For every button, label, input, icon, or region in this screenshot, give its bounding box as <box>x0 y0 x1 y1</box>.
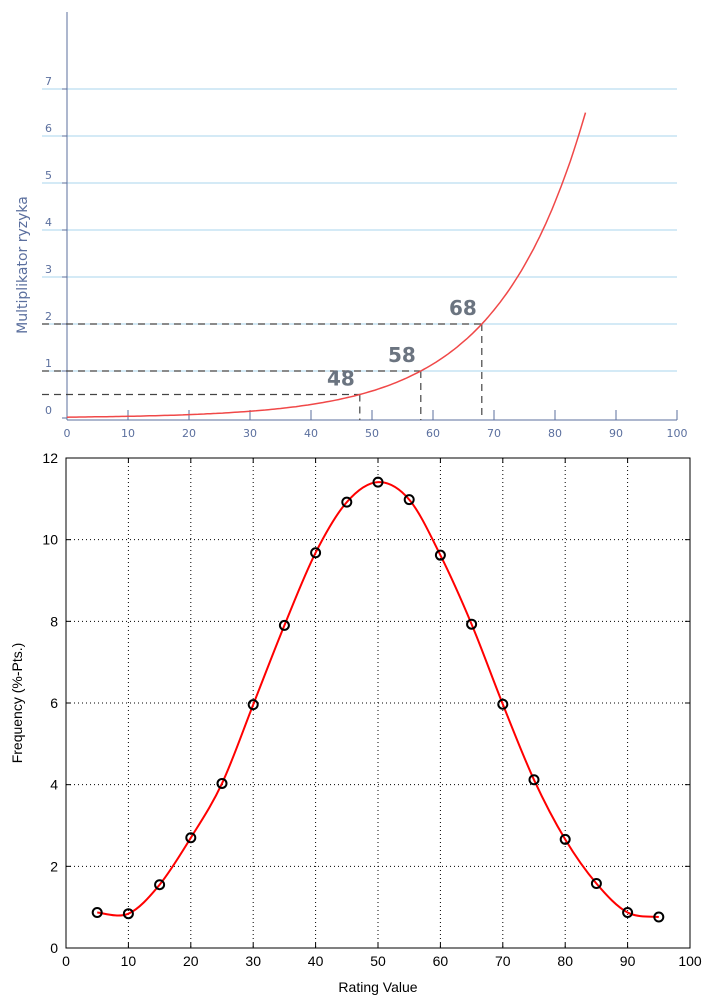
frequency-data-point <box>466 618 478 630</box>
top-x-tick-label: 80 <box>548 427 562 440</box>
bottom-y-tick-label: 2 <box>50 858 58 874</box>
top-x-tick-label: 40 <box>304 427 318 440</box>
top-y-tick-label: 2 <box>45 310 52 323</box>
frequency-data-point <box>528 774 540 786</box>
bottom-ticks: 0 10 20 30 40 50 60 70 80 90 100 0 2 4 6 8 10 12 <box>42 450 701 969</box>
top-x-tick-label: 0 <box>64 427 71 440</box>
bottom-x-tick-label: 100 <box>678 953 702 969</box>
top-x-tick-label: 60 <box>426 427 440 440</box>
frequency-data-point <box>310 547 322 559</box>
top-x-tick-label: 50 <box>365 427 379 440</box>
frequency-data-point <box>341 496 353 508</box>
top-y-tick-label: 3 <box>45 263 52 276</box>
top-annotations: 48 58 68 <box>327 296 477 391</box>
bottom-x-tick-label: 20 <box>183 953 199 969</box>
bottom-y-tick-label: 4 <box>50 777 58 793</box>
frequency-data-point <box>216 777 228 789</box>
bottom-x-tick-label: 50 <box>370 953 386 969</box>
frequency-data-point <box>622 906 634 918</box>
bottom-x-tick-label: 0 <box>62 953 70 969</box>
top-y-tick-label: 0 <box>45 404 52 417</box>
top-annotation-label: 48 <box>327 367 355 391</box>
frequency-data-point <box>559 833 571 845</box>
frequency-data-point <box>497 698 509 710</box>
top-axes <box>62 12 678 421</box>
top-y-tick-label: 4 <box>45 216 52 229</box>
rating-frequency-chart: 0 10 20 30 40 50 60 70 80 90 100 0 2 4 6 8 10 12 Rating V… <box>9 450 702 995</box>
bottom-y-tick-label: 10 <box>42 532 58 548</box>
frequency-data-point <box>653 911 665 923</box>
frequency-markers <box>91 476 665 923</box>
top-y-tick-label: 7 <box>45 75 52 88</box>
frequency-data-point <box>278 619 290 631</box>
frequency-data-point <box>372 476 384 488</box>
bottom-x-tick-label: 70 <box>495 953 511 969</box>
top-annotation-label: 68 <box>449 296 477 320</box>
bottom-x-tick-label: 90 <box>620 953 636 969</box>
bottom-grid <box>66 458 690 948</box>
bottom-y-tick-label: 12 <box>42 450 58 466</box>
bottom-x-tick-label: 30 <box>245 953 261 969</box>
top-grid <box>42 88 677 372</box>
top-y-tick-label: 6 <box>45 122 52 135</box>
top-x-tick-label: 20 <box>182 427 196 440</box>
top-guide-lines <box>42 323 483 420</box>
bottom-x-tick-label: 60 <box>433 953 449 969</box>
bottom-x-tick-label: 10 <box>121 953 137 969</box>
top-x-tick-label: 10 <box>121 427 135 440</box>
bottom-x-tick-label: 80 <box>557 953 573 969</box>
risk-multiplier-curve <box>66 112 587 418</box>
bottom-y-axis-label: Frequency (%-Pts.) <box>9 643 25 764</box>
frequency-data-point <box>91 906 103 918</box>
frequency-data-point <box>185 832 197 844</box>
frequency-data-point <box>590 877 602 889</box>
bottom-y-tick-label: 8 <box>50 613 58 629</box>
frequency-data-point <box>122 908 134 920</box>
frequency-data-point <box>434 549 446 561</box>
bottom-y-tick-label: 6 <box>50 695 58 711</box>
top-x-tick-label: 30 <box>243 427 257 440</box>
bottom-y-tick-label: 0 <box>50 940 58 956</box>
bottom-x-tick-label: 40 <box>308 953 324 969</box>
top-y-tick-label: 1 <box>45 357 52 370</box>
frequency-data-point <box>403 494 415 506</box>
frequency-data-point <box>154 879 166 891</box>
frequency-line <box>97 481 659 918</box>
bottom-x-axis-label: Rating Value <box>338 979 417 995</box>
frequency-data-point <box>247 699 259 711</box>
top-x-tick-label: 70 <box>487 427 501 440</box>
top-y-axis-label: Multiplikator ryzyka <box>15 196 31 334</box>
top-y-tick-label: 5 <box>45 169 52 182</box>
top-x-tick-label: 100 <box>667 427 688 440</box>
top-x-tick-label: 90 <box>609 427 623 440</box>
top-annotation-label: 58 <box>388 343 416 367</box>
